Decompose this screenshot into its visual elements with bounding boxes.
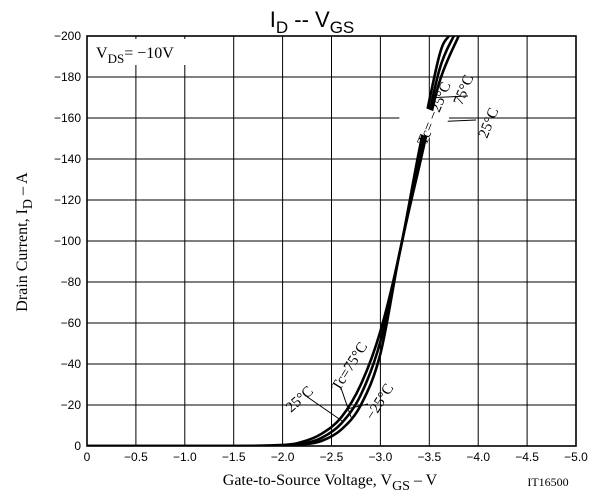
x-tick-label: −1.0 (173, 450, 197, 464)
x-axis-label: Gate-to-Source Voltage, VGS – V (223, 472, 438, 494)
annotation-pointers (305, 95, 477, 422)
y-tick-label: −200 (54, 29, 81, 43)
condition-label: VDS= −10V (96, 45, 174, 66)
plot-frame (86, 35, 577, 447)
x-tick-label: −4.0 (466, 450, 490, 464)
y-tick-label: −160 (54, 111, 81, 125)
y-tick-label: −100 (54, 234, 81, 248)
x-tick-label: −5.0 (564, 450, 588, 464)
x-tick-label: 0 (84, 450, 91, 464)
y-tick-label: 0 (74, 439, 81, 453)
annotation-pointer (305, 395, 343, 422)
figure-id: IT16500 (527, 475, 568, 489)
x-tick-label: −4.5 (515, 450, 539, 464)
y-tick-label: −40 (61, 357, 82, 371)
x-tick-label: −2.0 (271, 450, 295, 464)
annotation-pointer (346, 403, 369, 410)
y-tick-label: −80 (61, 275, 82, 289)
annotation-pointer (435, 95, 469, 98)
x-tick-label: −1.5 (222, 450, 246, 464)
condition-box (90, 39, 212, 65)
x-tick-label: −3.0 (369, 450, 393, 464)
y-tick-label: −180 (54, 70, 81, 84)
annotation-bg (396, 100, 450, 142)
x-tick-label: −3.5 (417, 450, 441, 464)
y-tick-label: −120 (54, 193, 81, 207)
y-tick-label: −140 (54, 152, 81, 166)
tick-labels: 0 −0.5 −1.0 −1.5 −2.0 −2.5 −3.0 −3.5 −4.0 −4.5 −5.… (54, 29, 588, 464)
grid (87, 36, 576, 446)
y-tick-label: −60 (61, 316, 82, 330)
chart-title: ID -- VGS (270, 7, 355, 37)
annotation-pointer (340, 387, 352, 418)
x-tick-label: −2.5 (320, 450, 344, 464)
y-axis-label: Drain Current, ID – A (14, 172, 36, 312)
x-tick-label: −0.5 (124, 450, 148, 464)
y-tick-label: −20 (61, 398, 82, 412)
